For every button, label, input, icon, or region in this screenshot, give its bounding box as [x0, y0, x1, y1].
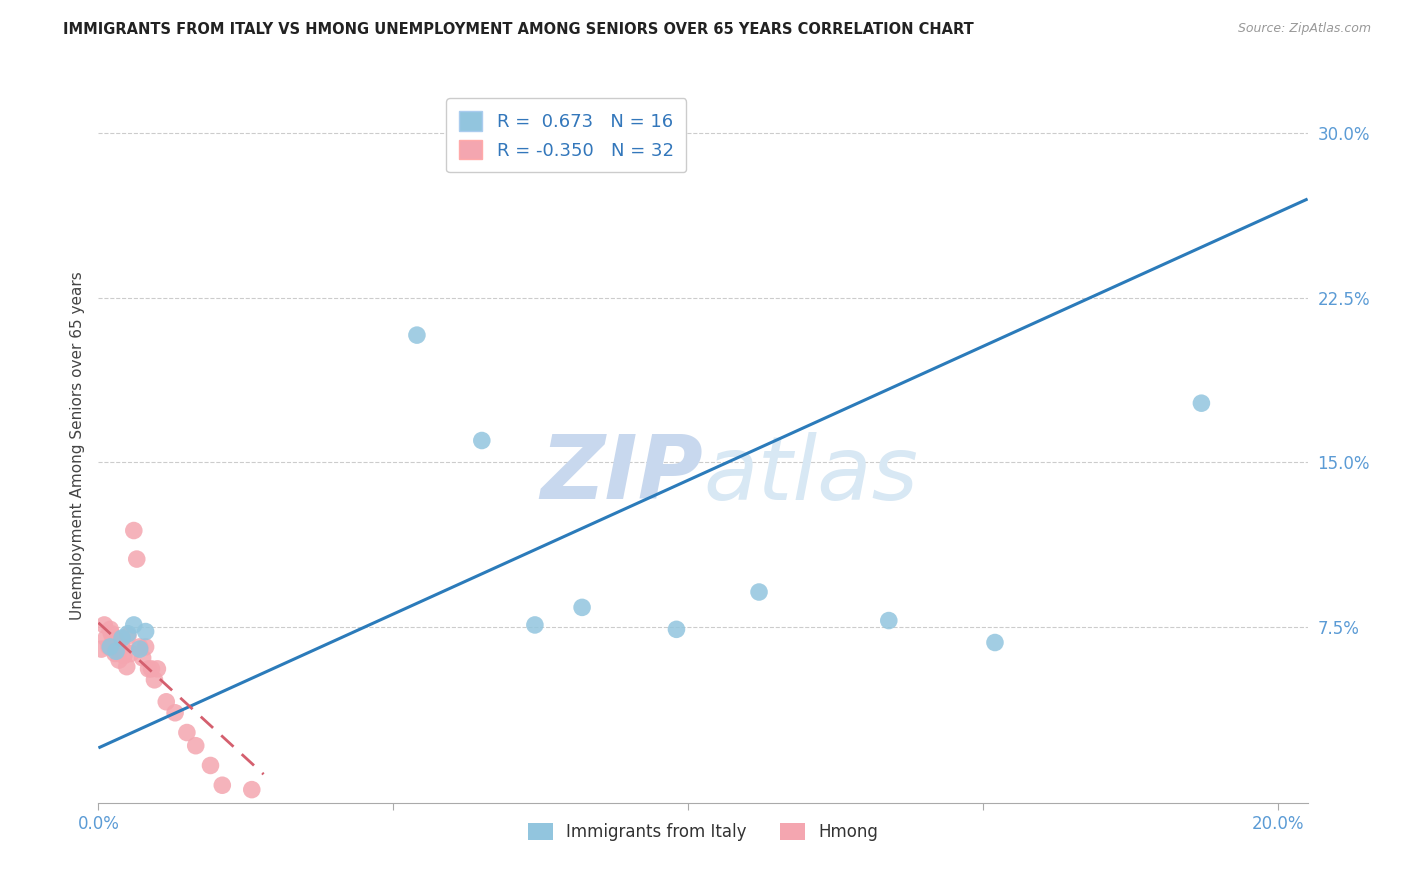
Point [200, 758, 222, 772]
Point [665, 623, 688, 637]
Point [125, 552, 148, 566]
Point [111, 631, 134, 645]
Point [117, 629, 139, 643]
Point [165, 706, 187, 720]
Point [143, 673, 166, 687]
Text: IMMIGRANTS FROM ITALY VS HMONG UNEMPLOYMENT AMONG SENIORS OVER 65 YEARS CORRELAT: IMMIGRANTS FROM ITALY VS HMONG UNEMPLOYM… [63, 22, 974, 37]
Point [128, 640, 150, 654]
Text: Source: ZipAtlas.com: Source: ZipAtlas.com [1237, 22, 1371, 36]
Point [471, 434, 494, 448]
Y-axis label: Unemployment Among Seniors over 65 years: Unemployment Among Seniors over 65 years [69, 272, 84, 620]
Point [120, 647, 142, 661]
Point [877, 614, 900, 628]
Point [122, 524, 145, 538]
Point [1189, 396, 1212, 410]
Point [111, 640, 134, 654]
Legend: Immigrants from Italy, Hmong: Immigrants from Italy, Hmong [522, 816, 884, 848]
Point [105, 644, 128, 658]
Point [984, 635, 1007, 649]
Point [90, 642, 112, 657]
Point [155, 695, 177, 709]
Point [176, 725, 198, 739]
Point [93, 618, 115, 632]
Point [98, 623, 121, 637]
Point [131, 651, 153, 665]
Point [135, 640, 157, 654]
Point [406, 328, 429, 343]
Point [571, 600, 593, 615]
Point [184, 739, 207, 753]
Point [98, 640, 121, 654]
Point [135, 624, 157, 639]
Point [105, 633, 128, 648]
Text: atlas: atlas [703, 432, 918, 517]
Point [146, 662, 169, 676]
Point [98, 640, 121, 654]
Point [141, 662, 163, 676]
Text: ZIP: ZIP [540, 431, 703, 518]
Point [94, 631, 117, 645]
Point [104, 647, 127, 661]
Point [122, 618, 145, 632]
Point [128, 642, 150, 657]
Point [108, 653, 131, 667]
Point [240, 782, 263, 797]
Point [748, 585, 770, 599]
Point [138, 662, 160, 676]
Point [523, 618, 546, 632]
Point [100, 626, 122, 640]
Point [211, 778, 233, 792]
Point [112, 648, 135, 663]
Point [107, 642, 129, 657]
Point [101, 635, 124, 649]
Point [117, 626, 139, 640]
Point [115, 659, 138, 673]
